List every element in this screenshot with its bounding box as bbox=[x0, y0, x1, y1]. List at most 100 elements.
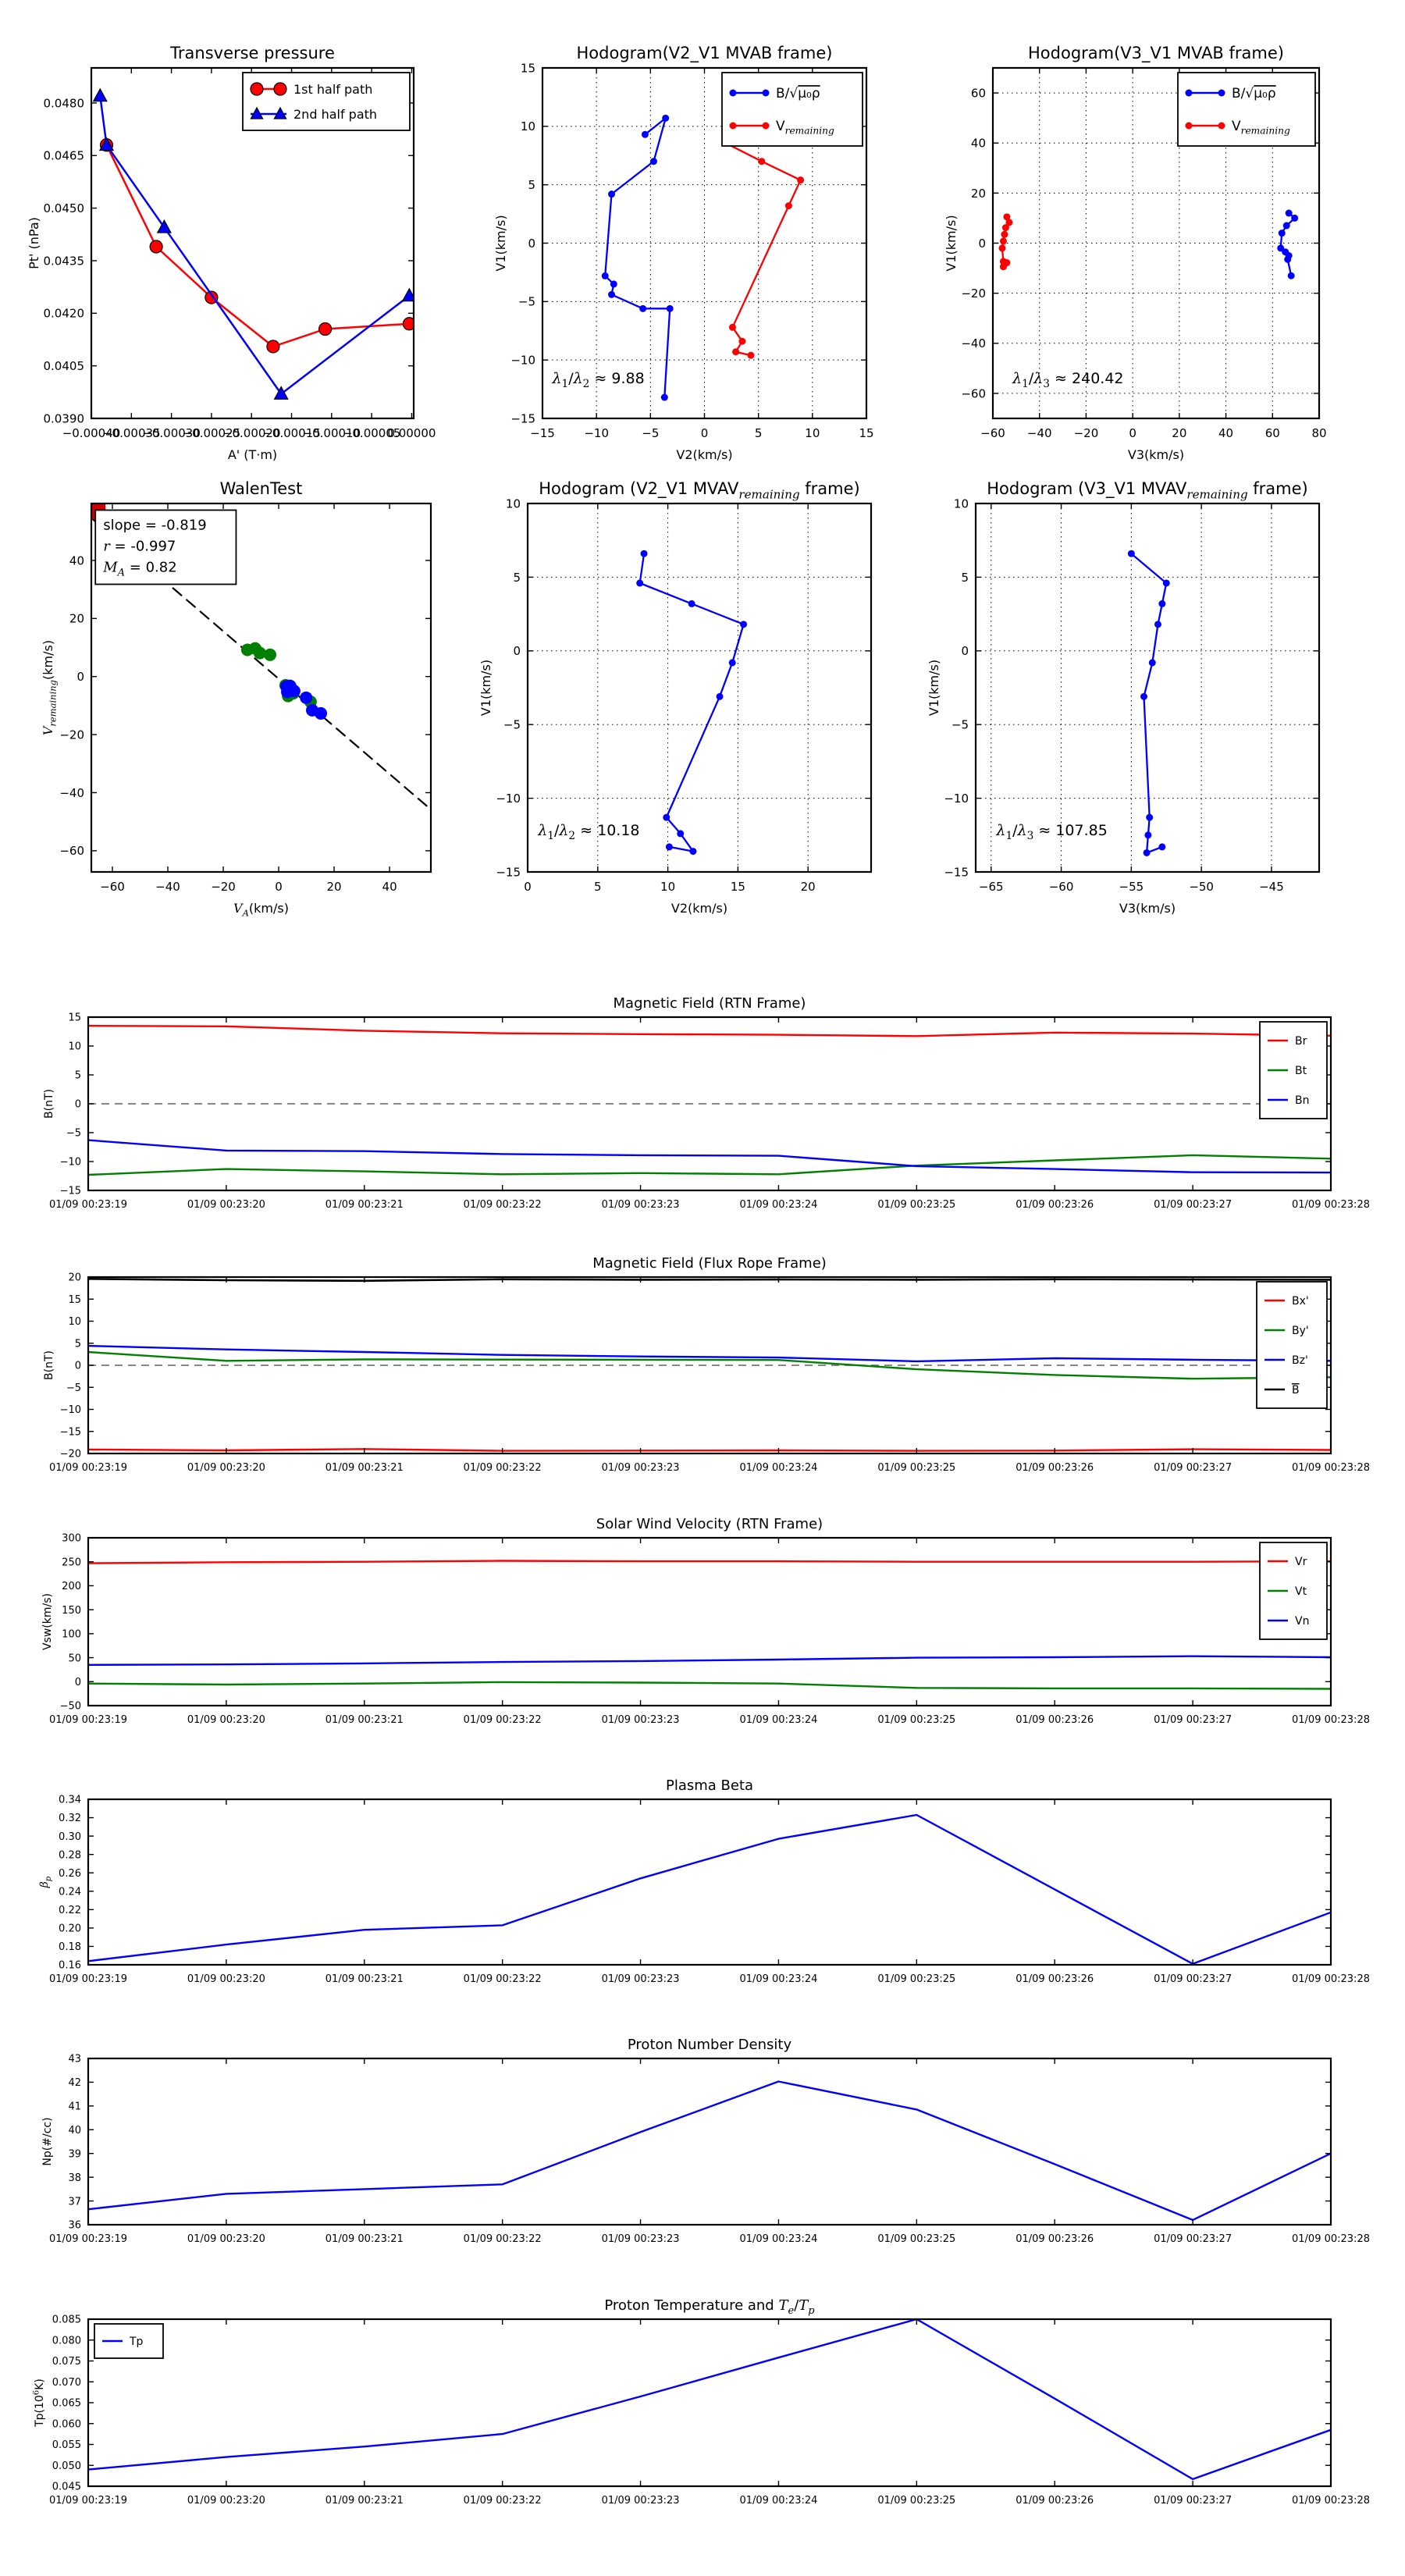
svg-text:40: 40 bbox=[69, 553, 84, 568]
x-axis-labels: 01/09 00:23:19 01/09 00:23:20 01/09 00:23:… bbox=[49, 1199, 1370, 1211]
x-axis-labels: 01/09 00:23:19 01/09 00:23:20 01/09 00:23:… bbox=[49, 2233, 1370, 2245]
svg-text:20: 20 bbox=[327, 880, 342, 894]
svg-text:−60: −60 bbox=[100, 880, 125, 894]
svg-text:−45: −45 bbox=[1259, 880, 1284, 894]
svg-text:0.18: 0.18 bbox=[59, 1941, 81, 1953]
svg-text:−60: −60 bbox=[961, 386, 986, 400]
svg-text:150: 150 bbox=[62, 1605, 81, 1617]
svg-text:−10: −10 bbox=[584, 426, 609, 440]
svg-text:80: 80 bbox=[1311, 426, 1326, 440]
svg-text:15: 15 bbox=[68, 1012, 81, 1024]
y-axis-labels: −50 0 50 100 150 200 250 300 bbox=[60, 1533, 81, 1713]
svg-text:1st half path: 1st half path bbox=[293, 82, 372, 97]
svg-text:−60: −60 bbox=[1049, 880, 1074, 894]
svg-text:01/09 00:23:23: 01/09 00:23:23 bbox=[602, 1973, 680, 1985]
svg-text:01/09 00:23:23: 01/09 00:23:23 bbox=[602, 2495, 680, 2507]
svg-text:0: 0 bbox=[75, 1677, 81, 1688]
series-Bx-prime bbox=[88, 1448, 1331, 1452]
svg-text:01/09 00:23:21: 01/09 00:23:21 bbox=[325, 1199, 404, 1211]
series-1st-half-path bbox=[99, 138, 414, 354]
y-axis-labels: −15 −10 −5 0 5 10 15 bbox=[510, 61, 535, 425]
series-Vt bbox=[88, 1681, 1331, 1690]
axis-ticks bbox=[976, 503, 1319, 873]
y-axis-labels: −20 −15 −10 −5 0 5 10 15 20 bbox=[60, 1272, 81, 1461]
svg-text:01/09 00:23:20: 01/09 00:23:20 bbox=[187, 1714, 265, 1726]
svg-text:20: 20 bbox=[69, 612, 84, 626]
svg-text:01/09 00:23:23: 01/09 00:23:23 bbox=[602, 1199, 680, 1211]
svg-text:0: 0 bbox=[524, 880, 532, 894]
axis-ticks bbox=[87, 2318, 1332, 2487]
svg-text:−10: −10 bbox=[510, 354, 535, 368]
svg-text:0.050: 0.050 bbox=[52, 2460, 81, 2472]
svg-text:01/09 00:23:28: 01/09 00:23:28 bbox=[1292, 1973, 1370, 1985]
x-axis-labels: 01/09 00:23:19 01/09 00:23:20 01/09 00:23:… bbox=[49, 1714, 1370, 1726]
svg-text:−40: −40 bbox=[59, 786, 84, 800]
svg-text:01/09 00:23:26: 01/09 00:23:26 bbox=[1016, 2495, 1094, 2507]
legend: Br Bt Bn bbox=[1259, 1021, 1328, 1119]
grid bbox=[528, 503, 871, 872]
svg-text:−0.00030: −0.00030 bbox=[142, 426, 201, 440]
axes-frame bbox=[87, 1798, 1332, 1966]
svg-text:10: 10 bbox=[68, 1316, 81, 1328]
annotation: λ1/λ2 ≈ 9.88 bbox=[551, 370, 644, 390]
svg-text:10: 10 bbox=[521, 119, 535, 133]
series-walen-blue-points bbox=[279, 679, 328, 720]
svg-text:01/09 00:23:21: 01/09 00:23:21 bbox=[325, 1973, 404, 1985]
grid bbox=[976, 503, 1319, 872]
svg-text:0.065: 0.065 bbox=[52, 2398, 81, 2410]
svg-text:01/09 00:23:28: 01/09 00:23:28 bbox=[1292, 1199, 1370, 1211]
y-axis-title: B(nT) bbox=[43, 1350, 55, 1380]
svg-text:10: 10 bbox=[68, 1041, 81, 1053]
axis-ticks bbox=[87, 2058, 1332, 2226]
y-axis-title: Np(#/cc) bbox=[41, 2117, 54, 2165]
x-axis-title: A' (T·m) bbox=[228, 447, 277, 462]
svg-text:01/09 00:23:19: 01/09 00:23:19 bbox=[49, 2495, 127, 2507]
svg-text:01/09 00:23:27: 01/09 00:23:27 bbox=[1154, 1714, 1232, 1726]
svg-text:−40: −40 bbox=[961, 336, 986, 350]
svg-text:Vr: Vr bbox=[1295, 1556, 1307, 1568]
svg-text:−40: −40 bbox=[155, 880, 180, 894]
panel-plasma-beta: 01/09 00:23:19 01/09 00:23:20 01/09 00:23:… bbox=[38, 1777, 1370, 1985]
axes-frame bbox=[90, 502, 432, 873]
svg-text:0: 0 bbox=[701, 426, 709, 440]
svg-text:01/09 00:23:27: 01/09 00:23:27 bbox=[1154, 2495, 1232, 2507]
series-beta-p bbox=[88, 1813, 1331, 1965]
svg-text:01/09 00:23:24: 01/09 00:23:24 bbox=[739, 2495, 817, 2507]
axis-ticks bbox=[91, 503, 431, 872]
svg-text:20: 20 bbox=[971, 187, 986, 201]
series-V-hodogram bbox=[1127, 550, 1170, 856]
series-By-prime bbox=[88, 1350, 1331, 1380]
legend: Bx' By' Bz' B bbox=[1256, 1281, 1328, 1409]
panel-title: Plasma Beta bbox=[666, 1777, 753, 1794]
svg-text:0.0420: 0.0420 bbox=[44, 307, 85, 321]
svg-text:01/09 00:23:25: 01/09 00:23:25 bbox=[877, 2233, 955, 2245]
svg-text:0.0405: 0.0405 bbox=[44, 359, 85, 373]
svg-text:37: 37 bbox=[68, 2196, 81, 2208]
axis-ticks bbox=[542, 67, 867, 419]
y-axis-title: Vremaining(km/s) bbox=[41, 640, 58, 735]
svg-text:B/√μ₀ρ: B/√μ₀ρ bbox=[776, 86, 820, 101]
axes-frame bbox=[974, 502, 1321, 873]
svg-text:−5: −5 bbox=[503, 718, 521, 732]
y-axis-labels: 36 37 38 39 40 41 42 43 bbox=[68, 2054, 81, 2232]
svg-text:01/09 00:23:28: 01/09 00:23:28 bbox=[1292, 2233, 1370, 2245]
panel-title: Proton Number Density bbox=[628, 2037, 792, 2053]
svg-text:01/09 00:23:25: 01/09 00:23:25 bbox=[877, 2495, 955, 2507]
svg-text:−0.00005: −0.00005 bbox=[343, 426, 401, 440]
y-axis-title: Pt' (nPa) bbox=[27, 217, 41, 269]
x-axis-title: V3(km/s) bbox=[1119, 901, 1176, 916]
annotation: λ1/λ3 ≈ 107.85 bbox=[995, 822, 1107, 842]
svg-text:01/09 00:23:22: 01/09 00:23:22 bbox=[464, 1462, 542, 1474]
svg-text:−10: −10 bbox=[60, 1157, 81, 1169]
svg-text:5: 5 bbox=[755, 426, 763, 440]
svg-text:0: 0 bbox=[75, 1361, 81, 1372]
svg-text:01/09 00:23:21: 01/09 00:23:21 bbox=[325, 1462, 404, 1474]
svg-text:40: 40 bbox=[382, 880, 397, 894]
series-Bt bbox=[88, 1154, 1331, 1176]
svg-text:20: 20 bbox=[801, 880, 816, 894]
x-axis-labels: −60 −40 −20 0 20 40 bbox=[100, 880, 397, 894]
svg-text:−20: −20 bbox=[1074, 426, 1099, 440]
svg-text:0.070: 0.070 bbox=[52, 2377, 81, 2389]
svg-text:01/09 00:23:24: 01/09 00:23:24 bbox=[739, 1199, 817, 1211]
svg-text:60: 60 bbox=[971, 86, 986, 100]
